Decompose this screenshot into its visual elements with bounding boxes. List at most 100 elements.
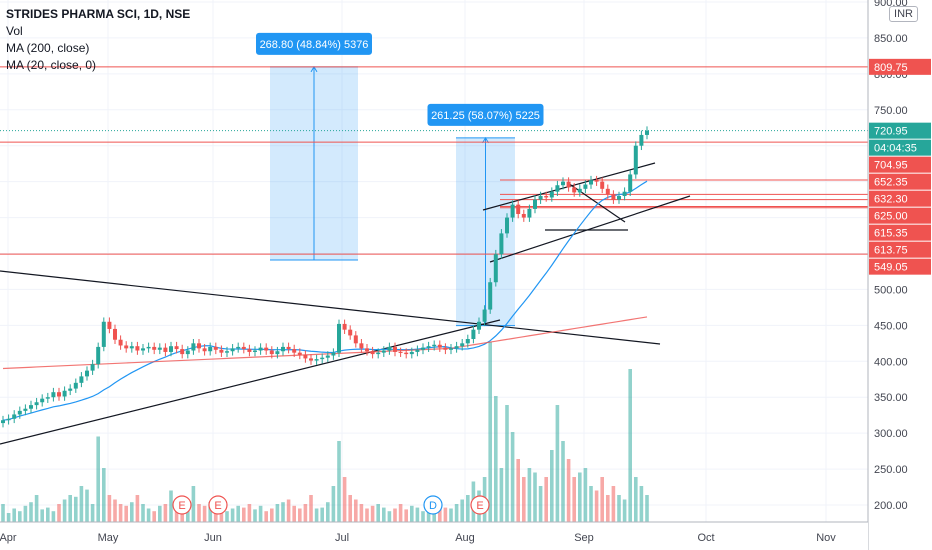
- volume-bars: [1, 342, 649, 522]
- candle: [51, 387, 56, 402]
- volume-bar: [449, 508, 453, 522]
- candle-body: [527, 208, 532, 218]
- candle: [393, 342, 397, 357]
- volume-bar: [275, 504, 280, 522]
- price-axis-label-bg: [869, 207, 931, 224]
- price-axis-label: 720.95: [869, 122, 931, 139]
- candle-body: [376, 352, 381, 355]
- volume-bar: [566, 459, 571, 522]
- volume-bar: [219, 508, 224, 522]
- candle: [370, 346, 375, 359]
- volume-bar: [29, 502, 33, 522]
- candle: [34, 397, 39, 410]
- volume-bar: [561, 441, 565, 522]
- candle: [281, 342, 285, 356]
- volume-bar: [191, 486, 196, 522]
- volume-bar: [622, 499, 627, 522]
- candle-body: [393, 346, 397, 352]
- candle: [275, 346, 280, 359]
- candle: [600, 177, 605, 194]
- volume-bar: [169, 490, 173, 522]
- candle: [208, 342, 213, 356]
- candle: [342, 319, 347, 334]
- volume-bar: [533, 472, 537, 522]
- trend-lines: [0, 162, 691, 445]
- candle: [197, 339, 201, 353]
- candle-body: [633, 145, 638, 175]
- volume-bar: [426, 508, 431, 522]
- price-axis-label-bg: [869, 139, 931, 156]
- volume-bar: [46, 507, 50, 522]
- candle-body: [314, 359, 319, 361]
- volume-bar: [359, 504, 364, 522]
- candle: [555, 180, 560, 197]
- volume-bar: [102, 468, 106, 522]
- price-axis-label: 549.05: [869, 258, 931, 275]
- volume-bar: [466, 495, 470, 522]
- candle-body: [533, 199, 537, 209]
- volume-bar: [499, 468, 504, 522]
- candle-body: [29, 405, 33, 409]
- candle: [314, 354, 319, 365]
- candle-body: [107, 321, 112, 329]
- candle: [146, 342, 151, 353]
- candle-body: [96, 346, 101, 365]
- volume-bar: [320, 507, 324, 522]
- price-axis-label-text: 809.75: [874, 62, 908, 74]
- candle: [12, 410, 17, 424]
- volume-bar: [438, 505, 442, 522]
- volume-bar: [96, 436, 100, 522]
- candle-body: [387, 346, 392, 351]
- candle-body: [617, 196, 621, 200]
- volume-bar: [348, 495, 352, 522]
- volume-bar: [488, 342, 492, 522]
- volume-bar: [628, 369, 632, 522]
- candle-body: [163, 347, 168, 352]
- candle-body: [538, 196, 543, 200]
- volume-bar: [583, 468, 588, 522]
- event-marker-label: E: [476, 500, 483, 512]
- candle-body: [622, 191, 627, 197]
- volume-bar: [258, 505, 263, 522]
- candle: [29, 400, 33, 414]
- event-marker-label: D: [429, 500, 437, 512]
- volume-bar: [550, 450, 554, 522]
- candle: [169, 341, 173, 357]
- event-marker: E: [172, 495, 192, 515]
- candle-body: [605, 188, 610, 195]
- volume-bar: [57, 504, 61, 522]
- candle-body: [79, 376, 84, 383]
- volume-bar: [600, 477, 604, 522]
- candle-body: [477, 321, 481, 330]
- volume-bar: [85, 489, 89, 522]
- candle-body: [645, 130, 649, 135]
- candle: [589, 175, 593, 189]
- candle-body: [191, 343, 196, 351]
- price-axis-label-text: 613.75: [874, 245, 908, 257]
- volume-bar: [522, 477, 526, 522]
- candle: [521, 209, 526, 222]
- legend-vol: Vol: [6, 24, 23, 38]
- candle-body: [12, 414, 17, 419]
- volume-bar: [421, 511, 425, 522]
- candle-body: [510, 204, 515, 218]
- candle-body: [488, 282, 493, 310]
- candle: [264, 343, 269, 355]
- y-tick-label: 400.00: [874, 356, 908, 368]
- candle: [348, 325, 353, 340]
- candle-body: [561, 181, 565, 186]
- candle: [6, 414, 11, 425]
- candle-body: [348, 329, 353, 336]
- candle-body: [320, 357, 325, 360]
- candle: [577, 184, 582, 197]
- candle: [107, 317, 112, 334]
- price-axis-label-bg: [869, 122, 931, 139]
- candle: [398, 347, 403, 357]
- candle: [163, 343, 168, 357]
- candle-body: [1, 420, 5, 424]
- candle: [213, 342, 218, 355]
- event-marker-label: E: [178, 500, 185, 512]
- candle: [325, 351, 330, 363]
- currency-label[interactable]: INR: [889, 6, 918, 22]
